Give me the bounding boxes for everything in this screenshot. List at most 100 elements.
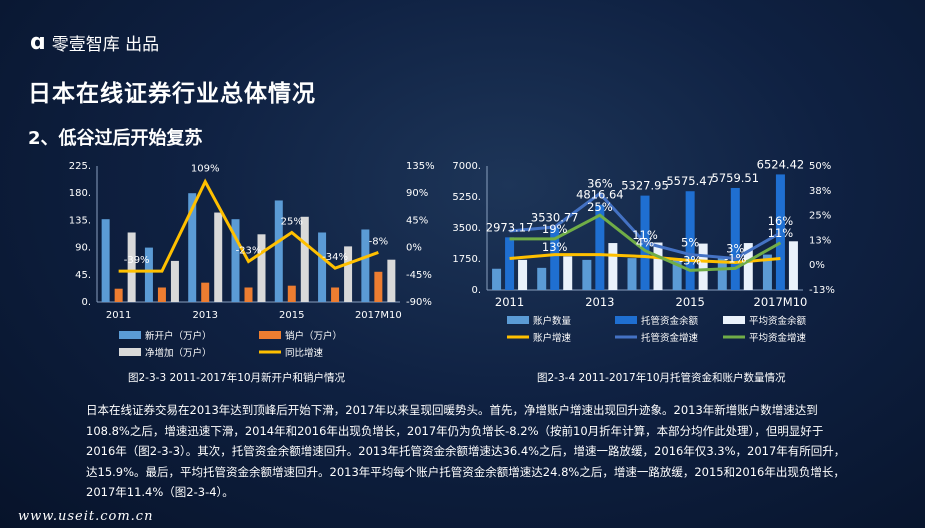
- pct-label: 11%: [632, 228, 658, 242]
- line-series-1: [509, 191, 782, 261]
- legend-label-0: 账户数量: [533, 315, 572, 327]
- value-label: 5759.51: [712, 171, 760, 185]
- line-series-2: [509, 213, 782, 272]
- y2-tick-label: 45%: [406, 215, 428, 226]
- pct-label: 13%: [542, 240, 568, 254]
- data-label: -23%: [236, 246, 262, 257]
- page-title: 日本在线证券行业总体情况: [28, 81, 316, 107]
- legend-label-1: 销户（万户）: [285, 330, 342, 342]
- legend-label-0: 新开户（万户）: [145, 330, 212, 342]
- y2-tick-label: 13%: [809, 235, 831, 246]
- bar-1-3: [244, 287, 253, 302]
- y2-tick-label: 90%: [406, 188, 428, 199]
- bar-0-1: [537, 267, 547, 290]
- x-tick-label: 2013: [585, 295, 614, 309]
- brand-logo-icon: ɑ: [30, 29, 46, 55]
- legend-label-1: 托管资金余额: [641, 315, 699, 327]
- x-tick-label: 2017M10: [355, 310, 402, 321]
- bar-2-0: [127, 232, 136, 302]
- legend-swatch-0: [119, 331, 141, 339]
- x-tick-label: 2015: [279, 310, 304, 321]
- caption-right: 图2-3-4 2011-2017年10月托管资金和账户数量情况: [537, 372, 786, 384]
- x-tick-label: 2011: [106, 310, 131, 321]
- legend-swatch-1: [615, 316, 637, 324]
- bar-0-1: [144, 247, 153, 302]
- bar-0-3: [627, 258, 637, 290]
- pct-label: 5%: [681, 236, 699, 250]
- bar-2-1: [563, 256, 573, 290]
- bar-0-5: [717, 257, 727, 290]
- pct-label: 19%: [542, 222, 568, 236]
- line-series-0: [118, 178, 379, 273]
- bar-1-5: [331, 287, 340, 302]
- body-text: 日本在线证券交易在2013年达到顶峰后开始下滑，2017年以来呈现回暖势头。首先…: [86, 403, 846, 499]
- y-tick-label: 180.: [69, 188, 91, 199]
- y2-tick-label: 25%: [809, 211, 831, 222]
- y-tick-label: 1750.: [452, 254, 481, 265]
- y-tick-label: 0.: [471, 285, 481, 296]
- y-tick-label: 90.: [75, 243, 91, 254]
- data-label: 25%: [281, 216, 303, 227]
- bar-2-4: [300, 216, 309, 302]
- data-label: 109%: [191, 164, 220, 175]
- bar-1-1: [157, 287, 166, 302]
- y-tick-label: 7000.: [452, 161, 481, 172]
- pct-label: 16%: [768, 214, 794, 228]
- value-label: 4816.64: [576, 188, 624, 202]
- bar-0-4: [274, 200, 283, 302]
- bar-1-6: [374, 271, 383, 302]
- bar-2-2: [214, 212, 223, 302]
- bar-2-3: [653, 242, 663, 290]
- pct-label: -3%: [679, 253, 701, 267]
- x-tick-label: 2017M10: [754, 295, 808, 309]
- legend-label-4: 托管资金增速: [641, 332, 699, 344]
- bar-0-0: [101, 219, 110, 302]
- bar-2-6: [387, 259, 396, 302]
- bar-0-6: [361, 229, 370, 302]
- watermark: www.useit.com.cn: [18, 509, 154, 524]
- y-tick-label: 3500.: [452, 223, 481, 234]
- legend-swatch-1: [259, 331, 281, 339]
- legend-swatch-0: [507, 316, 529, 324]
- y-tick-label: 45.: [75, 270, 91, 281]
- data-label: -39%: [124, 255, 150, 266]
- y-tick-label: 5250.: [452, 192, 481, 203]
- value-label: 3530.77: [531, 210, 579, 224]
- bar-2-0: [518, 259, 528, 290]
- bar-1-0: [114, 288, 123, 302]
- pct-label: -1%: [724, 251, 746, 265]
- value-label: 5327.95: [621, 179, 669, 193]
- pct-label: 25%: [587, 200, 613, 214]
- bar-1-6: [775, 174, 785, 290]
- pct-label: 4%: [636, 236, 654, 250]
- y2-tick-label: 0%: [809, 260, 825, 271]
- data-label: -34%: [322, 252, 348, 263]
- bar-1-2: [595, 204, 605, 290]
- bar-2-5: [344, 246, 353, 302]
- brand-text: 零壹智库 出品: [51, 35, 160, 55]
- bar-1-4: [287, 285, 296, 302]
- y2-tick-label: 0%: [406, 243, 422, 254]
- bar-0-2: [188, 193, 197, 302]
- bar-1-4: [685, 191, 695, 290]
- y-tick-label: 225.: [69, 161, 91, 172]
- y2-tick-label: -90%: [406, 297, 432, 308]
- chart-custody-assets-accounts: 0. 1750. 3500. 5250. 7000. -13% 0% 13% 25% 38% 50%…: [452, 157, 834, 344]
- legend-label-3: 账户增速: [533, 332, 572, 344]
- legend-label-2: 净增加（万户）: [145, 347, 212, 359]
- value-label: 6524.42: [757, 157, 805, 171]
- bar-0-2: [582, 259, 592, 290]
- legend-label-5: 平均资金增速: [749, 332, 807, 344]
- bar-1-2: [201, 282, 210, 302]
- data-label: -8%: [369, 236, 388, 247]
- caption-left: 图2-3-3 2011-2017年10月新开户和销户情况: [128, 372, 346, 384]
- legend-swatch-2: [119, 348, 141, 356]
- legend-label-3: 同比增速: [285, 347, 324, 359]
- y2-tick-label: -45%: [406, 270, 432, 281]
- legend-swatch-2: [723, 316, 745, 324]
- bar-2-2: [608, 243, 618, 290]
- bar-2-6: [788, 241, 798, 290]
- y-tick-label: 135.: [69, 215, 91, 226]
- pct-label: 3%: [726, 242, 744, 256]
- bar-2-1: [170, 260, 179, 302]
